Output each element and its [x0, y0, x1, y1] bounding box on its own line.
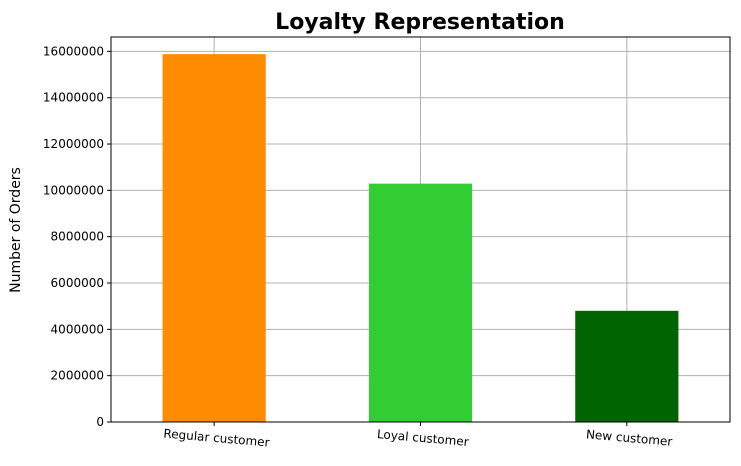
bar: [368, 183, 473, 422]
bar: [575, 310, 679, 422]
bar: [162, 54, 266, 422]
x-tick-label: Loyal customer: [376, 427, 469, 449]
x-axis-ticks: Regular customer Loyal customer New custom…: [163, 422, 673, 450]
y-tick-label: 14000000: [43, 91, 104, 105]
y-tick-label: 2000000: [51, 369, 104, 383]
bars: [162, 54, 679, 422]
y-tick-label: 16000000: [43, 44, 104, 58]
x-tick-label: Regular customer: [163, 426, 270, 449]
y-tick-label: 6000000: [51, 276, 104, 290]
y-axis-ticks: 0 2000000 4000000 6000000 8000000 10000000 120…: [43, 44, 111, 429]
chart-title: Loyalty Representation: [275, 10, 565, 35]
y-tick-label: 8000000: [51, 230, 104, 244]
y-tick-label: 10000000: [43, 183, 104, 197]
y-tick-label: 0: [96, 415, 104, 429]
y-axis-title: Number of Orders: [8, 167, 24, 293]
y-tick-label: 4000000: [51, 322, 104, 336]
x-tick-label: New customer: [585, 427, 672, 448]
y-tick-label: 12000000: [43, 137, 104, 151]
